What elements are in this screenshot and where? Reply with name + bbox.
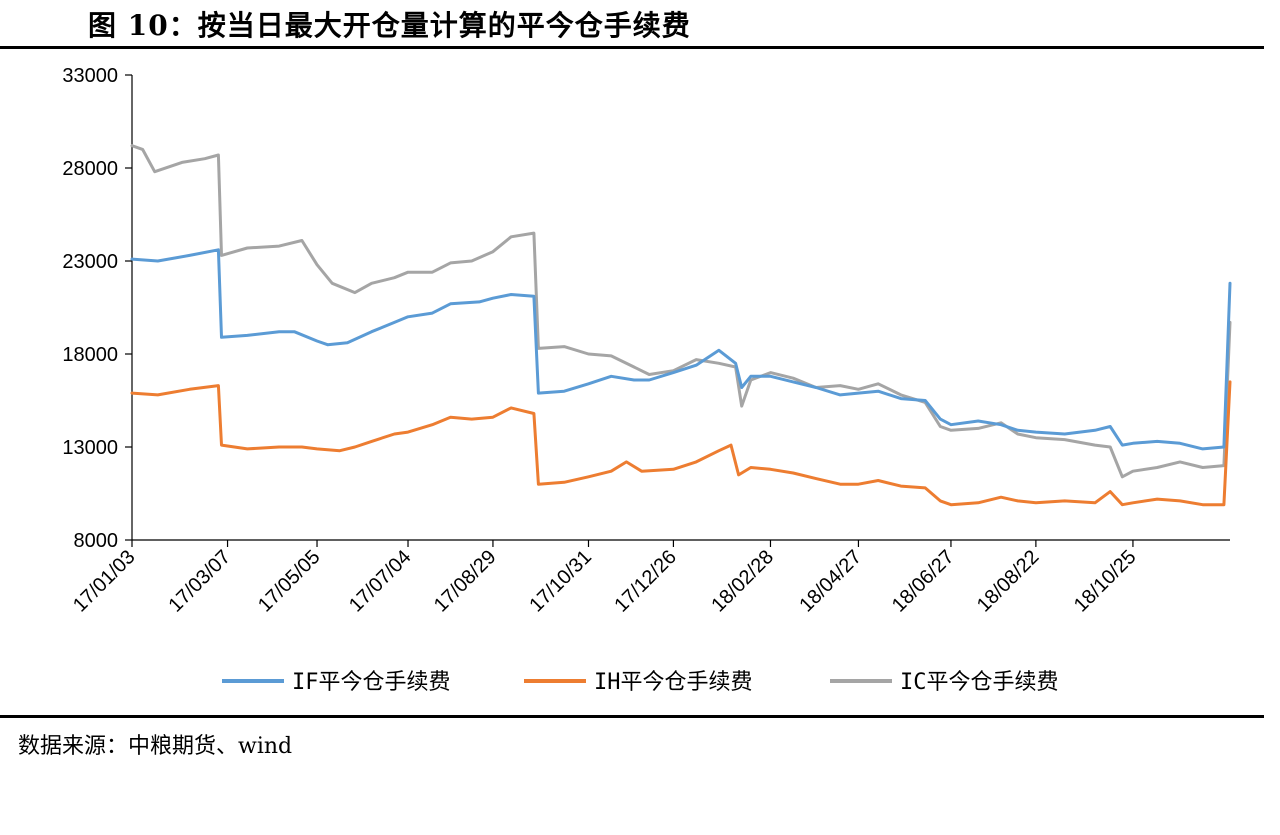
x-tick-label: 17/07/04 (345, 546, 416, 617)
top-rule (0, 46, 1264, 49)
y-tick-label: 33000 (62, 65, 118, 87)
series-line-0 (130, 248, 1232, 451)
x-tick-label: 18/06/27 (888, 546, 959, 617)
series-line-2 (130, 144, 1232, 479)
bottom-rule (0, 715, 1264, 718)
y-tick-label: 18000 (62, 344, 118, 366)
x-tick-label: 18/02/28 (707, 546, 778, 617)
x-tick-label: 17/12/26 (610, 546, 681, 617)
y-tick-label: 8000 (74, 530, 119, 552)
data-source: 数据来源：中粮期货、wind (18, 734, 293, 759)
x-tick-label: 18/10/25 (1070, 546, 1141, 617)
series-line-1 (130, 380, 1232, 507)
x-tick-label: 17/01/03 (69, 546, 140, 617)
chart-legend: IF平今仓手续费 IH平今仓手续费 IC平今仓手续费 (222, 670, 1059, 695)
chart-axes: 8000 13000 18000 23000 28000 33000 17/01/03 17/… (62, 65, 1230, 617)
legend-label-2: IC平今仓手续费 (900, 670, 1059, 695)
legend-label-1: IH平今仓手续费 (594, 670, 753, 695)
x-tick-label: 17/10/31 (525, 546, 596, 617)
y-tick-label: 28000 (62, 158, 118, 180)
x-tick-label: 17/03/07 (164, 546, 235, 617)
x-tick-label: 18/08/22 (973, 546, 1044, 617)
x-tick-label: 17/08/29 (430, 546, 501, 617)
figure-title: 图 10：按当日最大开仓量计算的平今仓手续费 (88, 9, 691, 42)
legend-label-0: IF平今仓手续费 (292, 670, 451, 695)
chart-series (130, 144, 1232, 507)
y-tick-label: 13000 (62, 437, 118, 459)
x-tick-label: 17/05/05 (254, 546, 325, 617)
x-tick-label: 18/04/27 (795, 546, 866, 617)
y-tick-label: 23000 (62, 251, 118, 273)
